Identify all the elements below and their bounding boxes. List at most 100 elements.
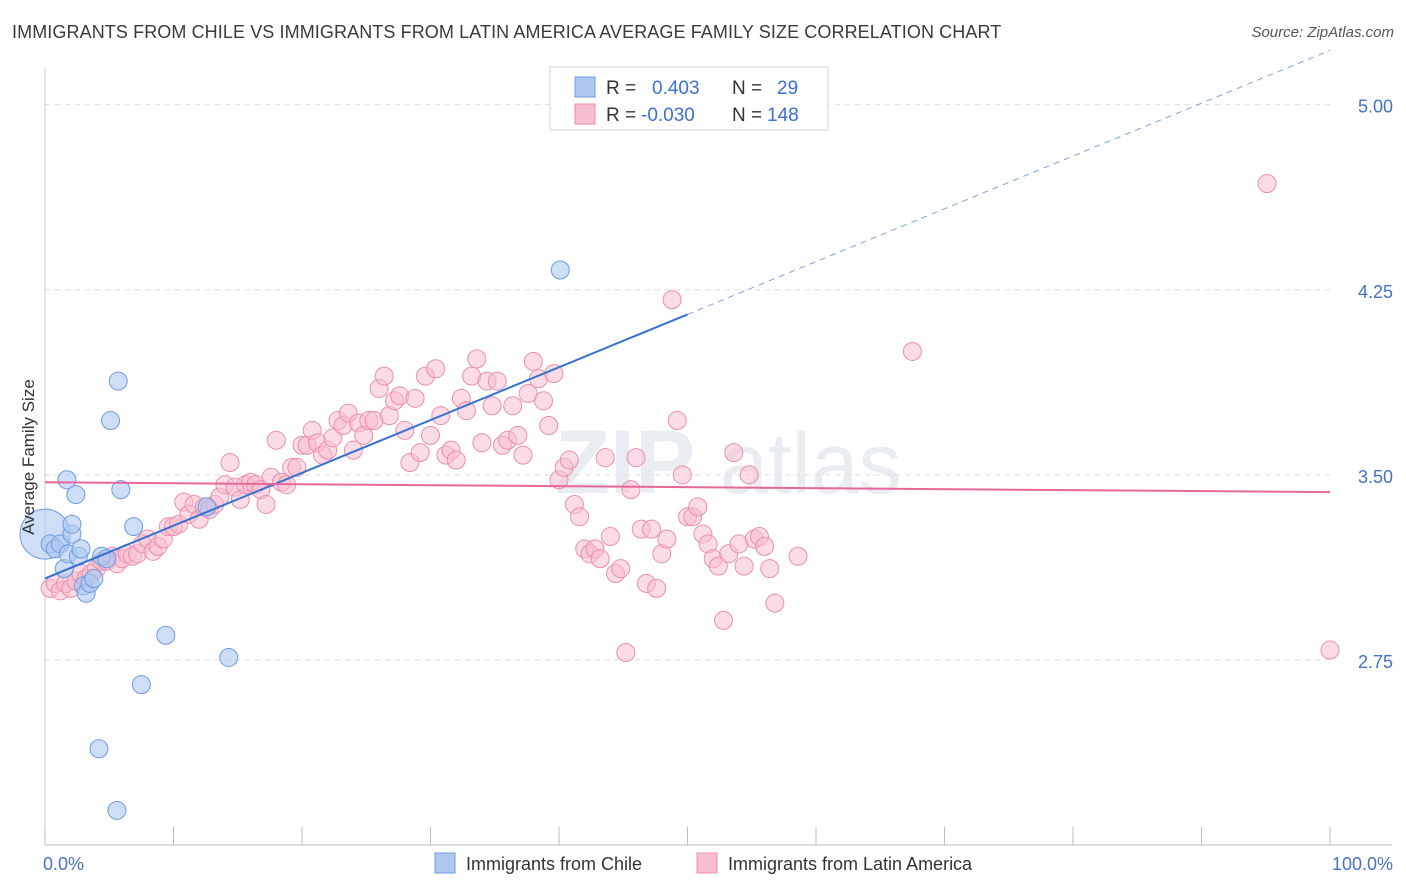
- latam-point: [755, 536, 775, 556]
- chile-point: [57, 470, 77, 490]
- latam-point: [513, 445, 533, 465]
- latam-point: [788, 546, 808, 566]
- chile-point: [89, 739, 109, 759]
- latam-point: [256, 494, 276, 514]
- latam-point: [523, 351, 543, 371]
- chile-point: [66, 485, 86, 505]
- chile-point: [111, 480, 131, 500]
- latam-points: [40, 174, 1340, 663]
- latam-point: [405, 388, 425, 408]
- latam-point: [534, 391, 554, 411]
- chile-point: [108, 371, 128, 391]
- chile-point: [219, 647, 239, 667]
- series-legend-label-latam: Immigrants from Latin America: [728, 854, 973, 874]
- latam-point: [708, 556, 728, 576]
- latam-point: [266, 430, 286, 450]
- latam-point: [472, 433, 492, 453]
- latam-point: [902, 341, 922, 361]
- latam-point: [657, 529, 677, 549]
- latam-point: [626, 448, 646, 468]
- gridlines: [45, 104, 1330, 661]
- latam-point: [647, 578, 667, 598]
- source-credit: Source: ZipAtlas.com: [1251, 24, 1394, 41]
- latam-point: [590, 549, 610, 569]
- trendlines: [44, 49, 1331, 580]
- legend-r-value-latam: -0.030: [641, 105, 695, 126]
- legend-swatch-chile: [574, 76, 596, 98]
- latam-point: [323, 428, 343, 448]
- latam-point: [1257, 174, 1277, 194]
- chile-point: [550, 260, 570, 280]
- chile-point: [84, 568, 104, 588]
- latam-point: [426, 359, 446, 379]
- x-tick-labels: 0.0% 100.0%: [43, 854, 1393, 874]
- latam-point: [662, 290, 682, 310]
- chart-title: IMMIGRANTS FROM CHILE VS IMMIGRANTS FROM…: [12, 22, 1002, 42]
- series-legend: Immigrants from Chile Immigrants from La…: [434, 852, 973, 874]
- chile-point: [156, 625, 176, 645]
- latam-point: [724, 443, 744, 463]
- chile-trendline: [44, 313, 688, 580]
- y-tick-label: 3.50: [1358, 467, 1393, 487]
- chile-points: [19, 260, 570, 820]
- latam-point: [734, 556, 754, 576]
- chile-point: [107, 800, 127, 820]
- chile-point: [124, 517, 144, 537]
- latam-point: [482, 396, 502, 416]
- chile-point: [71, 539, 91, 559]
- y-tick-label: 5.00: [1358, 97, 1393, 117]
- x-tick-label: 100.0%: [1332, 854, 1393, 874]
- legend-r-value-chile: 0.403: [652, 78, 700, 99]
- legend-n-value-latam: 148: [767, 105, 799, 126]
- stats-legend: R = 0.403 N = 29 R = -0.030 N = 148: [549, 66, 829, 131]
- latam-point: [410, 443, 430, 463]
- y-tick-label: 4.25: [1358, 282, 1393, 302]
- legend-r-label-chile: R =: [606, 78, 636, 99]
- latam-point: [600, 527, 620, 547]
- latam-point: [518, 383, 538, 403]
- latam-point: [421, 425, 440, 445]
- latam-point: [765, 593, 785, 613]
- latam-point: [374, 366, 394, 386]
- legend-n-value-chile: 29: [777, 78, 798, 99]
- latam-point: [503, 396, 523, 416]
- y-tick-labels: 2.75 3.50 4.25 5.00: [1358, 97, 1393, 672]
- axes: [44, 68, 1392, 846]
- latam-point: [616, 643, 636, 663]
- legend-n-label-chile: N =: [732, 78, 762, 99]
- latam-point: [559, 450, 579, 470]
- latam-point: [539, 415, 559, 435]
- latam-point: [487, 371, 507, 391]
- series-legend-swatch-latam: [696, 852, 718, 874]
- latam-point: [688, 497, 708, 517]
- latam-point: [570, 507, 590, 527]
- latam-point: [642, 519, 662, 539]
- latam-point: [467, 349, 487, 369]
- latam-point: [287, 457, 307, 477]
- x-tick-label: 0.0%: [43, 854, 84, 874]
- latam-trendline: [44, 481, 1331, 494]
- latam-point: [672, 465, 692, 485]
- latam-point: [667, 411, 687, 431]
- latam-point: [1320, 640, 1340, 660]
- latam-point: [446, 450, 466, 470]
- latam-point: [713, 610, 733, 630]
- latam-point: [611, 559, 631, 579]
- y-tick-label: 2.75: [1358, 652, 1393, 672]
- latam-point: [508, 425, 528, 445]
- latam-point: [220, 453, 240, 472]
- latam-point: [621, 480, 641, 500]
- watermark-atlas: atlas: [720, 416, 902, 512]
- chile-trendline-extension: [687, 49, 1331, 315]
- chile-point: [101, 411, 121, 431]
- latam-point: [595, 448, 615, 468]
- series-legend-swatch-chile: [434, 852, 456, 874]
- series-legend-label-chile: Immigrants from Chile: [466, 854, 642, 874]
- chile-point: [131, 675, 151, 695]
- chile-point: [62, 514, 82, 534]
- watermark: ZIP atlas: [555, 413, 902, 513]
- chile-point: [197, 497, 217, 517]
- legend-n-label-latam: N =: [732, 105, 762, 126]
- y-axis-label: Average Family Size: [19, 379, 38, 535]
